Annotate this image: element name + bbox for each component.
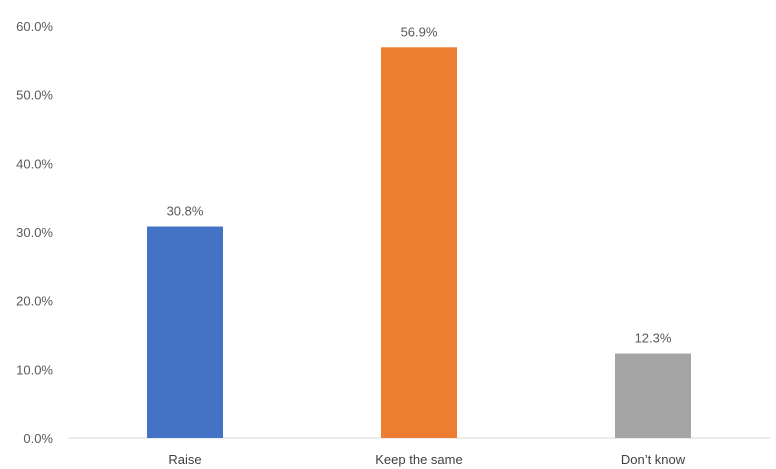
x-category-label: Keep the same (375, 452, 462, 467)
bar-value-label: 12.3% (635, 331, 672, 346)
bar (147, 226, 223, 438)
category-labels-group: Raise Keep the same Don’t know (168, 452, 685, 467)
x-category-label: Don’t know (621, 452, 686, 467)
y-tick-label: 30.0% (16, 225, 53, 240)
bar (381, 47, 457, 438)
y-tick-label: 50.0% (16, 88, 53, 103)
data-labels-group: 30.8% 56.9% 12.3% (167, 24, 672, 345)
x-category-label: Raise (168, 452, 201, 467)
y-axis-tick-labels: 0.0% 10.0% 20.0% 30.0% 40.0% 50.0% 60.0% (16, 19, 53, 446)
bar-value-label: 30.8% (167, 204, 204, 219)
y-tick-label: 0.0% (23, 431, 53, 446)
bar-value-label: 56.9% (401, 24, 438, 39)
bar (615, 353, 691, 438)
y-tick-label: 20.0% (16, 294, 53, 309)
y-tick-label: 60.0% (16, 19, 53, 34)
y-tick-label: 10.0% (16, 362, 53, 377)
bars-group (147, 47, 691, 438)
y-tick-label: 40.0% (16, 156, 53, 171)
